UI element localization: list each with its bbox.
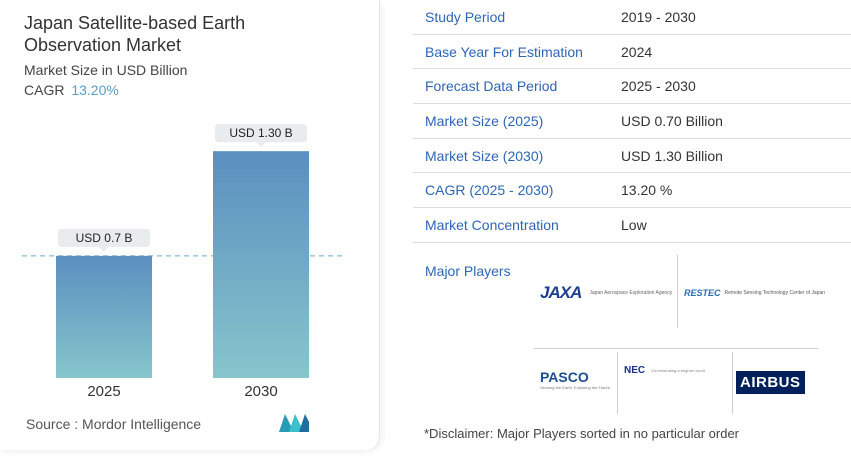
market-info-table: Study Period 2019 - 2030 Base Year For Est… [413,0,851,243]
chart-title: Japan Satellite-based Earth Observation … [24,13,246,55]
pasco-sub: Sensing the Earth, Exploring the Future [540,385,611,390]
info-row-value: USD 1.30 Billion [621,147,723,164]
data-label-pointer [256,142,266,148]
restec-text: Remote Sensing Technology Center of Japa… [724,290,826,296]
data-label: USD 0.7 B [76,231,133,245]
jaxa-mark: JAXA [540,283,582,302]
info-row-value: Low [621,216,647,233]
info-row-label: Forecast Data Period [425,78,558,95]
info-row-value: 2024 [621,43,653,60]
data-label-pointer [99,246,109,252]
info-row-value: 2019 - 2030 [621,8,696,25]
cagr-label: CAGR [24,82,65,98]
chart-card: Japan Satellite-based Earth Observation … [0,0,380,450]
info-row-label: Base Year For Estimation [425,43,583,60]
info-row-value: 13.20 % [621,182,673,199]
jaxa-text: Japan Aerospace Exploration Agency [589,290,673,296]
data-label: USD 1.30 B [229,126,292,140]
info-row-value: USD 0.70 Billion [621,112,723,129]
info-row: Market Size (2025) USD 0.70 Billion [413,104,851,139]
info-row-value: 2025 - 2030 [621,78,696,95]
bar-2030 [213,151,309,378]
data-label-bg [215,124,307,143]
bar-2025 [56,255,152,378]
info-row: Study Period 2019 - 2030 [413,0,851,35]
airbus-logo: AIRBUS [736,371,805,394]
info-row: Market Concentration Low [413,208,851,243]
grid-divider-vertical-left [617,352,618,414]
major-players-title: Major Players [425,263,511,279]
x-tick-label: 2030 [244,383,277,400]
chart-cagr: CAGR 13.20% [24,82,119,98]
mordor-intelligence-logo-icon [279,414,309,432]
nec-mark: NEC [624,365,646,376]
info-row-label: Study Period [425,8,506,25]
info-row-label: Market Concentration [425,216,559,233]
bar-chart: USD 0.7 B 2025 USD 1.30 B 2030 [22,124,345,400]
cagr-value: 13.20% [71,82,119,98]
info-row: Forecast Data Period 2025 - 2030 [413,69,851,105]
nec-text: \Orchestrating a brighter world [651,368,705,373]
major-players-grid: JAXA Japan Aerospace Exploration Agency … [530,255,830,415]
disclaimer: *Disclaimer: Major Players sorted in no … [424,426,740,441]
pasco-mark: PASCO [540,369,589,385]
chart-subtitle: Market Size in USD Billion [24,62,188,78]
nec-logo: NEC \Orchestrating a brighter world [624,365,705,376]
info-row: Base Year For Estimation 2024 [413,35,851,70]
x-tick-label: 2025 [87,383,120,400]
info-row-label: Market Size (2030) [425,147,544,164]
chart-source: Source : Mordor Intelligence [26,416,202,432]
data-label-bg [58,228,150,247]
info-row-label: CAGR (2025 - 2030) [425,182,554,199]
info-row: Market Size (2030) USD 1.30 Billion [413,139,851,174]
grid-divider-horizontal [534,348,818,349]
grid-divider-vertical-right [732,352,733,414]
restec-logo: RESTEC Remote Sensing Technology Center … [684,288,825,298]
info-row-label: Market Size (2025) [425,112,544,129]
airbus-mark: AIRBUS [736,371,805,394]
restec-mark: RESTEC [684,288,721,298]
grid-divider-vertical-top [677,255,678,328]
info-row: CAGR (2025 - 2030) 13.20 % [413,173,851,209]
pasco-logo: PASCO Sensing the Earth, Exploring the F… [540,369,610,390]
jaxa-logo: JAXA Japan Aerospace Exploration Agency [540,283,672,303]
